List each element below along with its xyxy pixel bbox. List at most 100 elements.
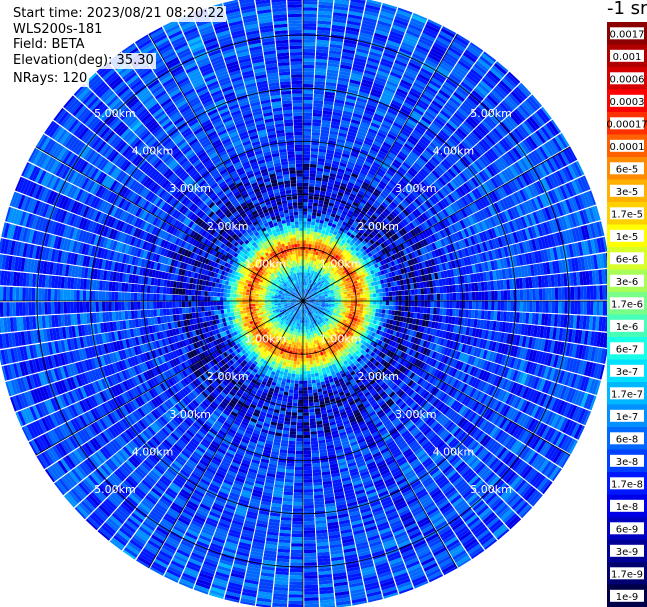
- ppi-cell: [307, 282, 309, 286]
- ppi-cell: [304, 295, 306, 299]
- ppi-cell: [330, 226, 336, 231]
- ppi-cell: [375, 289, 380, 293]
- ppi-cell: [388, 305, 393, 310]
- ppi-cell: [497, 290, 501, 301]
- ppi-cell: [324, 241, 329, 246]
- ppi-cell: [323, 220, 329, 225]
- ppi-cell: [487, 301, 492, 311]
- ppi-cell: [309, 240, 313, 245]
- ppi-cell: [377, 70, 389, 78]
- ppi-cell: [318, 151, 326, 156]
- ppi-cell: [409, 20, 424, 30]
- ppi-cell: [362, 16, 377, 24]
- ppi-cell: [350, 152, 359, 158]
- ppi-cell: [306, 230, 310, 235]
- ppi-cell: [449, 285, 453, 293]
- ppi-cell: [312, 254, 316, 258]
- ppi-cell: [349, 308, 354, 312]
- ppi-cell: [336, 222, 342, 227]
- ppi-cell: [342, 48, 355, 55]
- ppi-cell: [316, 272, 319, 277]
- ppi-cell: [308, 195, 314, 200]
- ppi-cell: [353, 143, 362, 149]
- ppi-cell: [354, 163, 363, 170]
- ppi-cell: [344, 298, 348, 301]
- ppi-cell: [362, 310, 367, 314]
- ppi-cell: [315, 219, 320, 223]
- ppi-cell: [465, 292, 469, 301]
- ppi-cell: [414, 295, 418, 301]
- ppi-cell: [320, 233, 325, 238]
- ppi-cell: [389, 296, 393, 301]
- ppi-cell: [371, 88, 383, 96]
- ppi-cell: [305, 282, 307, 286]
- ppi-cell: [326, 225, 332, 230]
- ppi-cell: [397, 311, 402, 317]
- ppi-cell: [316, 235, 321, 240]
- ppi-cell: [337, 229, 343, 235]
- ppi-cell: [331, 223, 337, 228]
- ppi-cell: [376, 23, 391, 31]
- ppi-cell: [354, 181, 362, 187]
- ppi-cell: [310, 263, 313, 267]
- ppi-cell: [325, 159, 333, 164]
- ppi-cell: [337, 135, 347, 141]
- ppi-cell: [361, 118, 371, 125]
- ppi-cell: [308, 189, 315, 193]
- ppi-cell: [305, 288, 307, 292]
- ppi-cell: [315, 222, 320, 226]
- ppi-cell: [365, 63, 378, 70]
- ppi-cell: [312, 125, 321, 130]
- ppi-cell: [343, 173, 351, 179]
- ppi-cell: [364, 137, 374, 144]
- ppi-cell: [321, 123, 331, 128]
- ppi-cell: [326, 211, 332, 216]
- ppi-cell: [308, 186, 315, 190]
- ppi-cell: [309, 256, 313, 261]
- ppi-cell: [339, 185, 346, 191]
- ppi-cell: [305, 243, 309, 247]
- ppi-cell: [373, 35, 387, 43]
- ppi-cell: [529, 301, 533, 313]
- ppi-cell: [309, 179, 316, 184]
- ppi-cell: [303, 186, 309, 190]
- ppi-cell: [355, 160, 364, 167]
- ppi-cell: [305, 259, 308, 263]
- ppi-cell: [365, 134, 375, 141]
- ppi-cell: [335, 92, 346, 98]
- ppi-cell: [417, 294, 422, 301]
- ppi-cell: [366, 0, 382, 5]
- ppi-cell: [303, 58, 315, 62]
- ppi-cell: [356, 306, 361, 310]
- ppi-cell: [574, 301, 578, 315]
- ppi-cell: [398, 290, 402, 296]
- ppi-cell: [350, 306, 354, 309]
- ppi-cell: [334, 235, 340, 240]
- ppi-cell: [372, 293, 377, 297]
- ppi-cell: [357, 303, 361, 307]
- ppi-cell: [336, 86, 348, 92]
- ppi-cell: [314, 268, 318, 272]
- ppi-cell: [303, 151, 311, 155]
- ppi-cell: [312, 212, 317, 216]
- ppi-cell: [308, 276, 311, 280]
- ppi-cell: [303, 119, 312, 123]
- ppi-cell: [393, 94, 405, 102]
- ppi-cell: [338, 165, 346, 171]
- ppi-cell: [344, 104, 355, 110]
- ppi-cell: [366, 155, 375, 162]
- ppi-cell: [561, 301, 565, 314]
- ppi-cell: [351, 172, 359, 179]
- ppi-cell: [532, 301, 536, 313]
- ppi-cell: [313, 93, 324, 98]
- ppi-cell: [347, 210, 354, 216]
- ppi-cell: [497, 301, 501, 311]
- ppi-cell: [353, 198, 360, 204]
- ppi-cell: [586, 286, 591, 300]
- ppi-cell: [347, 293, 351, 297]
- ppi-cell: [303, 166, 310, 171]
- ppi-cell: [334, 102, 344, 108]
- ppi-cell: [309, 260, 312, 264]
- ppi-cell: [401, 306, 405, 312]
- ppi-cell: [303, 234, 307, 238]
